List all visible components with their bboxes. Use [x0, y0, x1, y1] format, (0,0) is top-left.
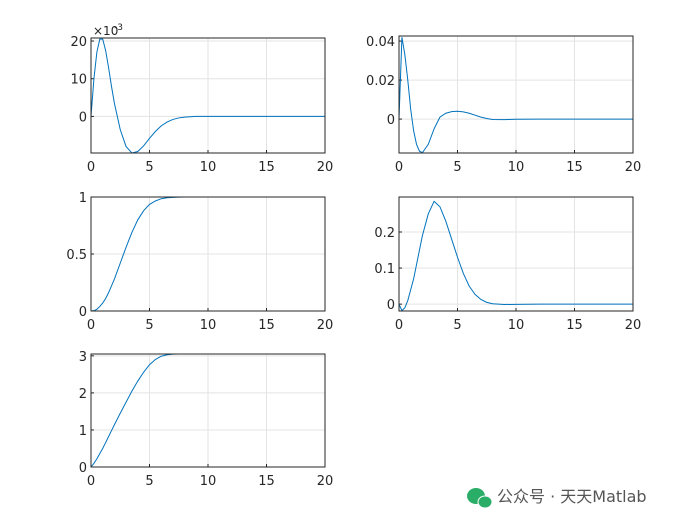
- y-tick-label: 0: [79, 461, 87, 476]
- axes-box: [90, 196, 326, 312]
- x-tick-label: 15: [566, 160, 583, 175]
- y-tick-label: 3: [79, 350, 87, 365]
- y-tick-label: 0: [387, 298, 395, 313]
- y-tick-label: 0: [387, 113, 395, 128]
- x-tick-label: 20: [625, 318, 642, 333]
- axes-box: [398, 196, 634, 312]
- y-tick-label: 1: [79, 424, 87, 439]
- subplot: 0 5 10 15 20 0 0.1 0.2: [374, 196, 642, 333]
- x-tick-label: 10: [200, 160, 217, 175]
- data-line: [398, 37, 633, 154]
- x-tick-label: 5: [453, 160, 461, 175]
- x-tick-label: 20: [317, 318, 334, 333]
- y-tick-label: 10: [70, 73, 87, 88]
- subplot: 0 5 10 15 20 0 0.02 0.04: [366, 35, 641, 175]
- x-tick-label: 20: [625, 160, 642, 175]
- y-tick-label: 0.04: [366, 35, 395, 50]
- x-tick-label: 15: [258, 318, 275, 333]
- x-tick-label: 20: [317, 474, 334, 489]
- x-tick-label: 5: [145, 474, 153, 489]
- x-tick-label: 15: [258, 160, 275, 175]
- y-tick-label: 0.5: [66, 248, 87, 263]
- y-tick-label: 0: [79, 110, 87, 125]
- subplot: 0 5 10 15 20 0 0.5 1: [66, 191, 333, 333]
- x-tick-label: 0: [87, 474, 95, 489]
- data-line: [90, 38, 325, 154]
- y-exponent: -3: [114, 23, 123, 33]
- y-tick-label: 0.2: [374, 226, 395, 241]
- y-tick-label: 0.02: [366, 74, 395, 89]
- watermark-text: 公众号 · 天天Matlab: [497, 487, 647, 506]
- x-tick-label: 10: [200, 318, 217, 333]
- x-tick-label: 20: [317, 160, 334, 175]
- y-tick-label: 1: [79, 191, 87, 206]
- x-tick-label: 0: [395, 318, 403, 333]
- y-tick-label: 0: [79, 305, 87, 320]
- data-line: [398, 200, 633, 312]
- x-tick-label: 0: [395, 160, 403, 175]
- x-tick-label: 0: [87, 160, 95, 175]
- x-tick-label: 15: [566, 318, 583, 333]
- axes-box: [398, 35, 634, 154]
- axes-box: [90, 37, 326, 154]
- y-exponent-base: ×10: [93, 24, 118, 38]
- x-tick-label: 10: [508, 160, 525, 175]
- axes-box: [90, 353, 326, 468]
- y-tick-label: 2: [79, 387, 87, 402]
- y-tick-label: 20: [70, 35, 87, 50]
- subplot: 0 5 10 15 20 0 1 2 3: [79, 350, 334, 489]
- subplot: 0 5 10 15 20 0 10 20 ×10-3: [70, 23, 333, 175]
- watermark-icon: [477, 495, 493, 509]
- x-tick-label: 0: [87, 318, 95, 333]
- y-tick-label: 0.1: [374, 262, 395, 277]
- watermark: 公众号 · 天天Matlab: [467, 487, 647, 509]
- x-tick-label: 5: [453, 318, 461, 333]
- x-tick-label: 10: [200, 474, 217, 489]
- x-tick-label: 5: [145, 318, 153, 333]
- x-tick-label: 15: [258, 474, 275, 489]
- x-tick-label: 5: [145, 160, 153, 175]
- x-tick-label: 10: [508, 318, 525, 333]
